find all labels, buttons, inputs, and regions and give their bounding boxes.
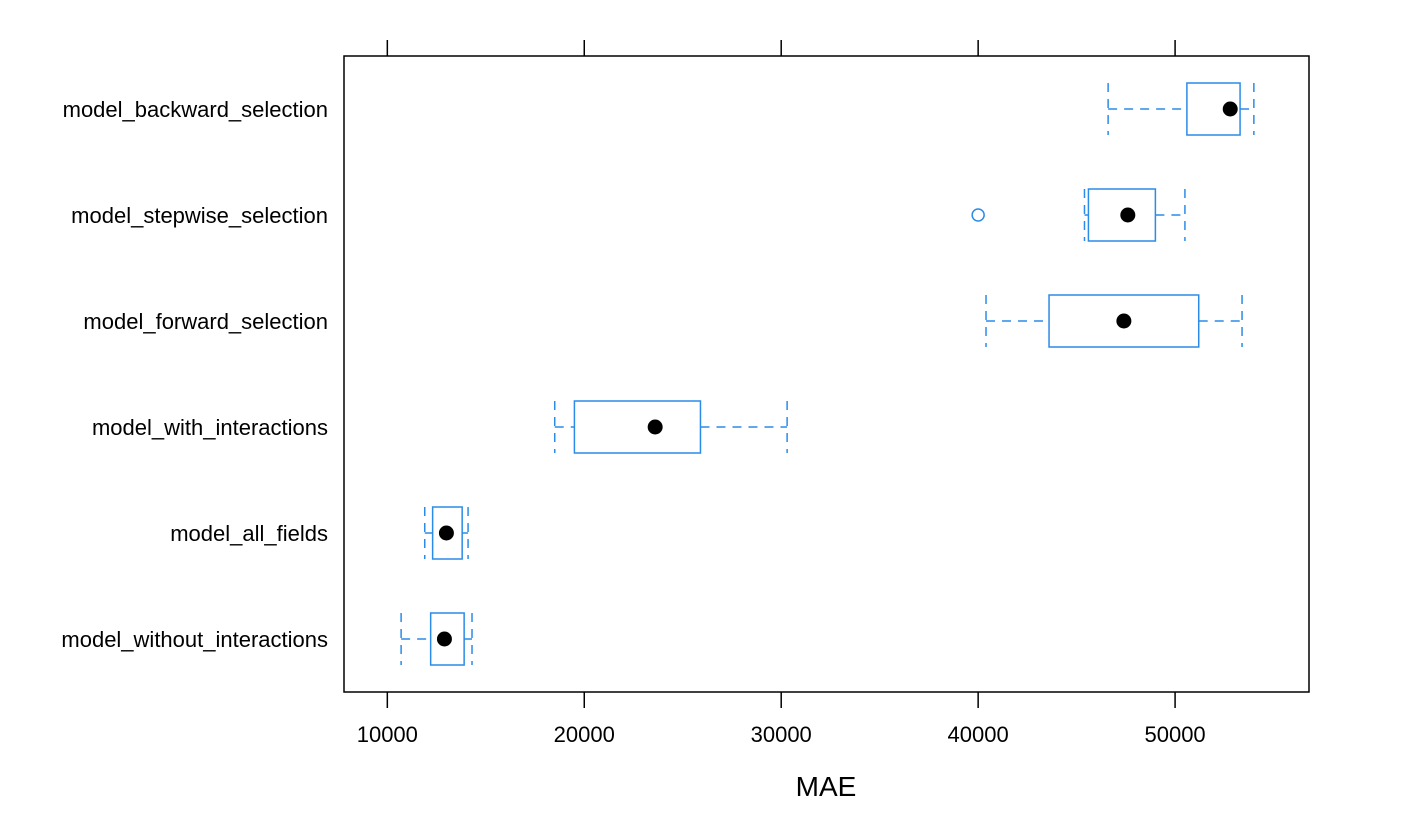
x-tick-label: 30000 bbox=[751, 722, 812, 747]
category-label: model_without_interactions bbox=[61, 627, 328, 652]
x-tick-label: 50000 bbox=[1144, 722, 1205, 747]
box-model_without_interactions bbox=[400, 612, 473, 666]
x-tick-label: 10000 bbox=[357, 722, 418, 747]
box-model_with_interactions bbox=[553, 400, 788, 454]
iqr-box bbox=[429, 612, 465, 666]
median-dot bbox=[1222, 101, 1238, 117]
x-axis-label: MAE bbox=[796, 771, 857, 802]
x-tick-label: 40000 bbox=[948, 722, 1009, 747]
median-dot bbox=[1120, 207, 1136, 223]
box-model_stepwise_selection bbox=[971, 188, 1186, 242]
iqr-box bbox=[1087, 188, 1157, 242]
category-label: model_with_interactions bbox=[92, 415, 328, 440]
category-label: model_stepwise_selection bbox=[71, 203, 328, 228]
box-model_all_fields bbox=[423, 506, 469, 560]
iqr-box bbox=[573, 400, 702, 454]
boxes-layer bbox=[400, 82, 1255, 666]
category-label: model_backward_selection bbox=[63, 97, 328, 122]
median-dot bbox=[647, 419, 663, 435]
category-labels: model_backward_selection model_stepwise_s… bbox=[61, 97, 328, 652]
iqr-box bbox=[1186, 82, 1241, 136]
category-label: model_all_fields bbox=[170, 521, 328, 546]
box-model_forward_selection bbox=[985, 294, 1243, 348]
median-dot bbox=[1116, 313, 1132, 329]
outlier-point bbox=[971, 208, 985, 222]
x-tick-label: 20000 bbox=[554, 722, 615, 747]
bottom-axis-ticks bbox=[386, 692, 1176, 708]
top-axis-ticks bbox=[386, 40, 1176, 56]
iqr-box bbox=[1048, 294, 1200, 348]
box-model_backward_selection bbox=[1107, 82, 1255, 136]
category-label: model_forward_selection bbox=[83, 309, 328, 334]
x-tick-labels: 10000 20000 30000 40000 50000 bbox=[357, 722, 1206, 747]
plot-frame bbox=[343, 55, 1310, 693]
median-dot bbox=[436, 631, 452, 647]
median-dot bbox=[438, 525, 454, 541]
iqr-box bbox=[431, 506, 463, 560]
